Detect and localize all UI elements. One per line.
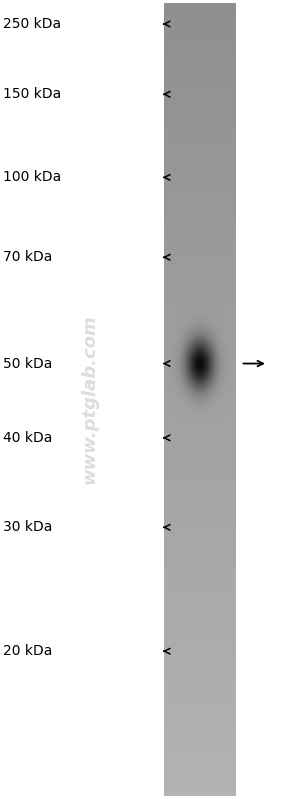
Text: 250 kDa: 250 kDa [3,17,61,31]
Text: 30 kDa: 30 kDa [3,520,52,535]
Text: 50 kDa: 50 kDa [3,356,52,371]
Text: 40 kDa: 40 kDa [3,431,52,445]
Text: 150 kDa: 150 kDa [3,87,61,101]
Text: www.ptglab.com: www.ptglab.com [80,315,98,484]
Text: 20 kDa: 20 kDa [3,644,52,658]
Text: 70 kDa: 70 kDa [3,250,52,264]
Text: 100 kDa: 100 kDa [3,170,61,185]
